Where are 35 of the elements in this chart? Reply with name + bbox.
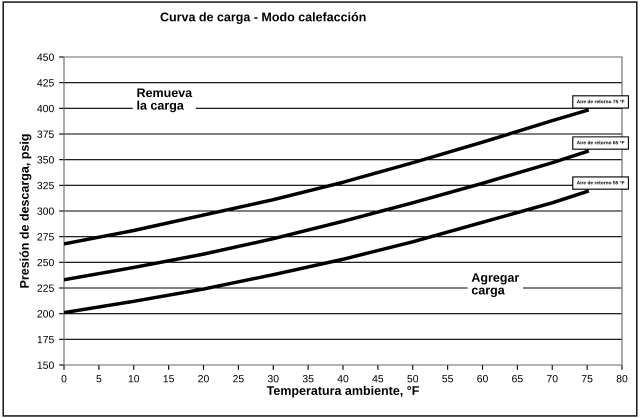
y-tick-label: 275 (37, 233, 54, 241)
y-tick-label: 425 (37, 79, 54, 87)
y-tick-label: 300 (37, 208, 54, 215)
y-axis-title: Presión de descarga, psig (20, 134, 32, 288)
y-tick-label: 200 (37, 310, 54, 318)
x-tick-label: 55 (442, 375, 453, 382)
x-tick-label: 0 (62, 374, 66, 382)
x-tick-label: 60 (477, 374, 488, 382)
y-tick-label: 350 (37, 156, 54, 164)
y-tick-label: 450 (37, 54, 54, 61)
y-tick-label: 250 (37, 258, 54, 266)
x-tick-label: 30 (268, 374, 279, 382)
x-axis-title: Temperatura ambiente, °F (266, 386, 419, 398)
annotation: Remueva la carga (137, 88, 192, 112)
y-tick-label: 150 (38, 362, 54, 369)
x-tick-label: 45 (372, 375, 384, 382)
y-tick-label: 325 (37, 182, 54, 190)
x-tick-label: 15 (164, 375, 174, 382)
x-tick-label: 80 (616, 374, 628, 382)
annotation: Agregar carga (472, 273, 520, 298)
x-tick-label: 50 (407, 374, 418, 382)
x-tick-label: 20 (198, 374, 209, 382)
x-tick-label: 10 (128, 374, 140, 382)
x-tick-label: 5 (96, 375, 102, 382)
x-tick-label: 40 (337, 374, 348, 382)
y-tick-label: 225 (37, 284, 54, 292)
x-tick-label: 70 (546, 374, 558, 382)
y-tick-label: 375 (37, 130, 54, 138)
x-tick-label: 35 (302, 374, 314, 382)
chart-title: Curva de carga - Modo calefacción (160, 12, 366, 24)
y-tick-label: 400 (37, 104, 54, 112)
x-tick-label: 65 (512, 374, 523, 382)
y-tick-label: 175 (38, 336, 54, 344)
x-tick-label: 75 (582, 375, 592, 382)
x-tick-label: 25 (233, 374, 244, 382)
